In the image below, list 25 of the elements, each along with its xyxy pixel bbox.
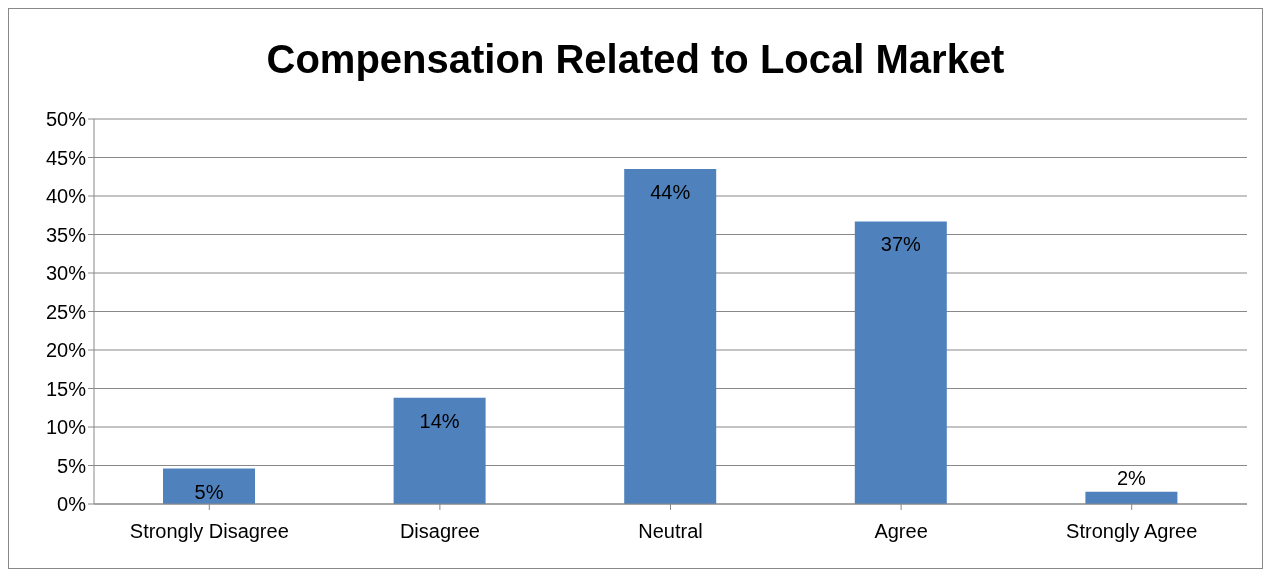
x-tick-label: Strongly Disagree — [129, 520, 289, 543]
bar — [624, 169, 717, 504]
y-tick-label: 30% — [45, 262, 87, 285]
bar — [854, 221, 947, 504]
x-tick-label: Agree — [874, 520, 928, 543]
data-label: 5% — [194, 480, 224, 503]
y-tick-label: 10% — [45, 416, 87, 439]
chart-title: Compensation Related to Local Market — [265, 36, 1006, 83]
data-label: 14% — [419, 409, 460, 432]
data-label: 44% — [650, 181, 691, 204]
y-tick-label: 40% — [45, 185, 87, 208]
y-tick-label: 25% — [45, 300, 87, 323]
y-tick-label: 0% — [57, 493, 87, 516]
data-label: 37% — [880, 233, 922, 256]
bar — [393, 397, 486, 504]
data-label: 2% — [1116, 466, 1147, 489]
y-tick-label: 20% — [45, 339, 87, 362]
y-tick-label: 50% — [45, 108, 87, 131]
x-tick-label: Disagree — [399, 520, 480, 543]
y-tick-label: 15% — [45, 377, 87, 400]
y-tick-label: 35% — [45, 223, 87, 246]
y-tick-label: 45% — [45, 146, 87, 169]
x-tick-label: Strongly Agree — [1066, 520, 1198, 543]
x-tick-label: Neutral — [638, 520, 703, 543]
y-tick-label: 5% — [57, 454, 87, 477]
